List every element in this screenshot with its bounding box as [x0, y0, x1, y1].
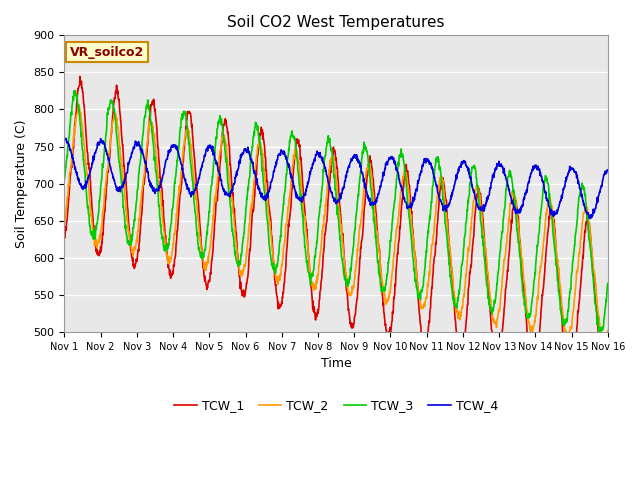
TCW_4: [604, 167, 612, 173]
TCW_1: [103, 181, 111, 187]
TCW_2: [370, 205, 378, 211]
X-axis label: Time: Time: [321, 357, 351, 370]
TCW_1: [61, 234, 68, 240]
Line: TCW_3: TCW_3: [65, 91, 608, 332]
TCW_3: [125, 241, 132, 247]
TCW_2: [61, 222, 68, 228]
TCW_2: [561, 331, 569, 336]
TCW_1: [604, 331, 612, 336]
TCW_2: [312, 278, 320, 284]
TCW_3: [291, 138, 299, 144]
TCW_3: [303, 259, 310, 265]
Legend: TCW_1, TCW_2, TCW_3, TCW_4: TCW_1, TCW_2, TCW_3, TCW_4: [169, 395, 503, 418]
TCW_1: [303, 229, 310, 235]
TCW_1: [383, 331, 390, 336]
TCW_1: [291, 147, 299, 153]
TCW_3: [103, 122, 111, 128]
TCW_4: [102, 148, 110, 154]
TCW_1: [76, 73, 84, 79]
TCW_4: [291, 187, 299, 192]
Y-axis label: Soil Temperature (C): Soil Temperature (C): [15, 120, 28, 248]
Text: VR_soilco2: VR_soilco2: [70, 46, 144, 59]
TCW_4: [302, 188, 310, 194]
TCW_3: [595, 329, 603, 335]
TCW_3: [312, 245, 320, 251]
TCW_3: [70, 88, 78, 94]
TCW_1: [125, 223, 132, 229]
Line: TCW_2: TCW_2: [65, 105, 608, 334]
TCW_4: [586, 216, 594, 221]
TCW_4: [370, 200, 378, 205]
Line: TCW_4: TCW_4: [65, 138, 608, 218]
TCW_2: [103, 169, 111, 175]
TCW_1: [370, 186, 378, 192]
TCW_4: [125, 162, 132, 168]
TCW_3: [370, 215, 378, 220]
TCW_2: [291, 146, 299, 152]
TCW_4: [312, 152, 320, 157]
TCW_3: [604, 280, 612, 286]
Title: Soil CO2 West Temperatures: Soil CO2 West Temperatures: [227, 15, 445, 30]
TCW_1: [312, 311, 320, 316]
TCW_2: [74, 102, 82, 108]
TCW_2: [604, 328, 612, 334]
TCW_4: [61, 135, 68, 141]
TCW_3: [61, 176, 68, 181]
TCW_2: [303, 234, 310, 240]
TCW_2: [125, 228, 132, 234]
Line: TCW_1: TCW_1: [65, 76, 608, 334]
